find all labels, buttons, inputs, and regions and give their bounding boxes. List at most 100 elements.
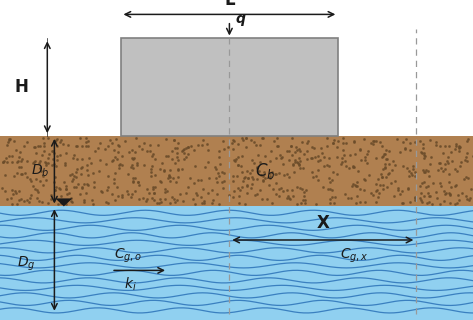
Point: [118, 194, 126, 199]
Point: [296, 186, 304, 191]
Point: [101, 146, 109, 151]
Point: [115, 144, 123, 149]
Point: [421, 153, 429, 158]
Point: [114, 150, 121, 155]
Point: [169, 175, 177, 180]
Point: [231, 158, 239, 164]
Point: [326, 179, 333, 184]
Point: [149, 196, 156, 201]
Point: [185, 184, 193, 189]
Point: [215, 155, 223, 160]
Point: [102, 162, 110, 167]
Point: [31, 158, 39, 163]
Point: [342, 140, 350, 145]
Point: [260, 179, 267, 184]
Point: [291, 157, 298, 162]
Point: [328, 195, 336, 200]
Point: [150, 198, 158, 203]
Point: [372, 181, 380, 187]
Point: [69, 177, 77, 182]
Point: [174, 140, 182, 146]
Text: X: X: [316, 214, 329, 232]
Point: [165, 176, 172, 181]
Point: [463, 139, 471, 144]
Point: [193, 193, 201, 198]
Point: [235, 201, 243, 206]
Point: [268, 200, 276, 205]
Point: [273, 143, 281, 148]
Point: [216, 148, 223, 154]
Point: [0, 159, 7, 164]
Point: [108, 158, 116, 163]
Point: [432, 189, 440, 195]
Point: [44, 135, 52, 140]
Text: q: q: [236, 12, 245, 26]
Point: [78, 157, 86, 162]
Point: [91, 179, 98, 184]
Point: [125, 149, 133, 154]
Point: [44, 200, 52, 205]
Point: [286, 175, 293, 180]
Point: [323, 144, 330, 149]
Point: [109, 191, 116, 196]
Point: [199, 142, 206, 147]
Point: [197, 194, 204, 199]
Point: [260, 178, 267, 183]
Point: [199, 137, 207, 142]
Point: [280, 172, 288, 177]
Point: [232, 156, 239, 162]
Point: [305, 139, 312, 144]
Point: [255, 169, 263, 174]
Point: [441, 191, 449, 196]
Point: [383, 147, 390, 152]
Point: [253, 191, 261, 196]
Point: [77, 166, 85, 171]
Point: [85, 144, 92, 149]
Point: [420, 153, 428, 158]
Point: [152, 156, 159, 162]
Point: [373, 188, 381, 193]
Point: [283, 171, 290, 176]
Point: [52, 184, 60, 189]
Point: [129, 179, 137, 184]
Point: [182, 190, 189, 195]
Point: [174, 167, 182, 172]
Point: [234, 162, 242, 167]
Point: [326, 196, 333, 202]
Point: [385, 161, 393, 166]
Point: [95, 168, 103, 173]
Point: [57, 137, 64, 142]
Point: [455, 198, 463, 203]
Point: [446, 192, 454, 197]
Point: [57, 194, 65, 199]
Point: [315, 158, 322, 164]
Point: [283, 148, 290, 153]
Point: [31, 144, 38, 149]
Point: [161, 196, 169, 201]
Point: [416, 196, 423, 201]
Point: [418, 181, 426, 186]
Point: [150, 190, 158, 196]
Point: [250, 176, 257, 181]
Point: [447, 185, 455, 190]
Point: [245, 175, 252, 180]
Point: [419, 151, 426, 156]
Point: [18, 172, 25, 177]
Point: [447, 149, 455, 154]
Point: [131, 188, 139, 194]
Point: [267, 176, 274, 181]
Point: [172, 179, 180, 184]
Point: [391, 178, 399, 183]
Point: [135, 143, 143, 148]
Point: [35, 190, 42, 195]
Point: [237, 163, 245, 168]
Point: [361, 200, 369, 205]
Point: [411, 197, 419, 202]
Point: [224, 144, 231, 149]
Point: [443, 158, 451, 164]
Point: [268, 170, 275, 175]
Point: [73, 144, 80, 149]
Point: [273, 136, 281, 141]
Point: [42, 160, 50, 165]
Point: [73, 144, 81, 149]
